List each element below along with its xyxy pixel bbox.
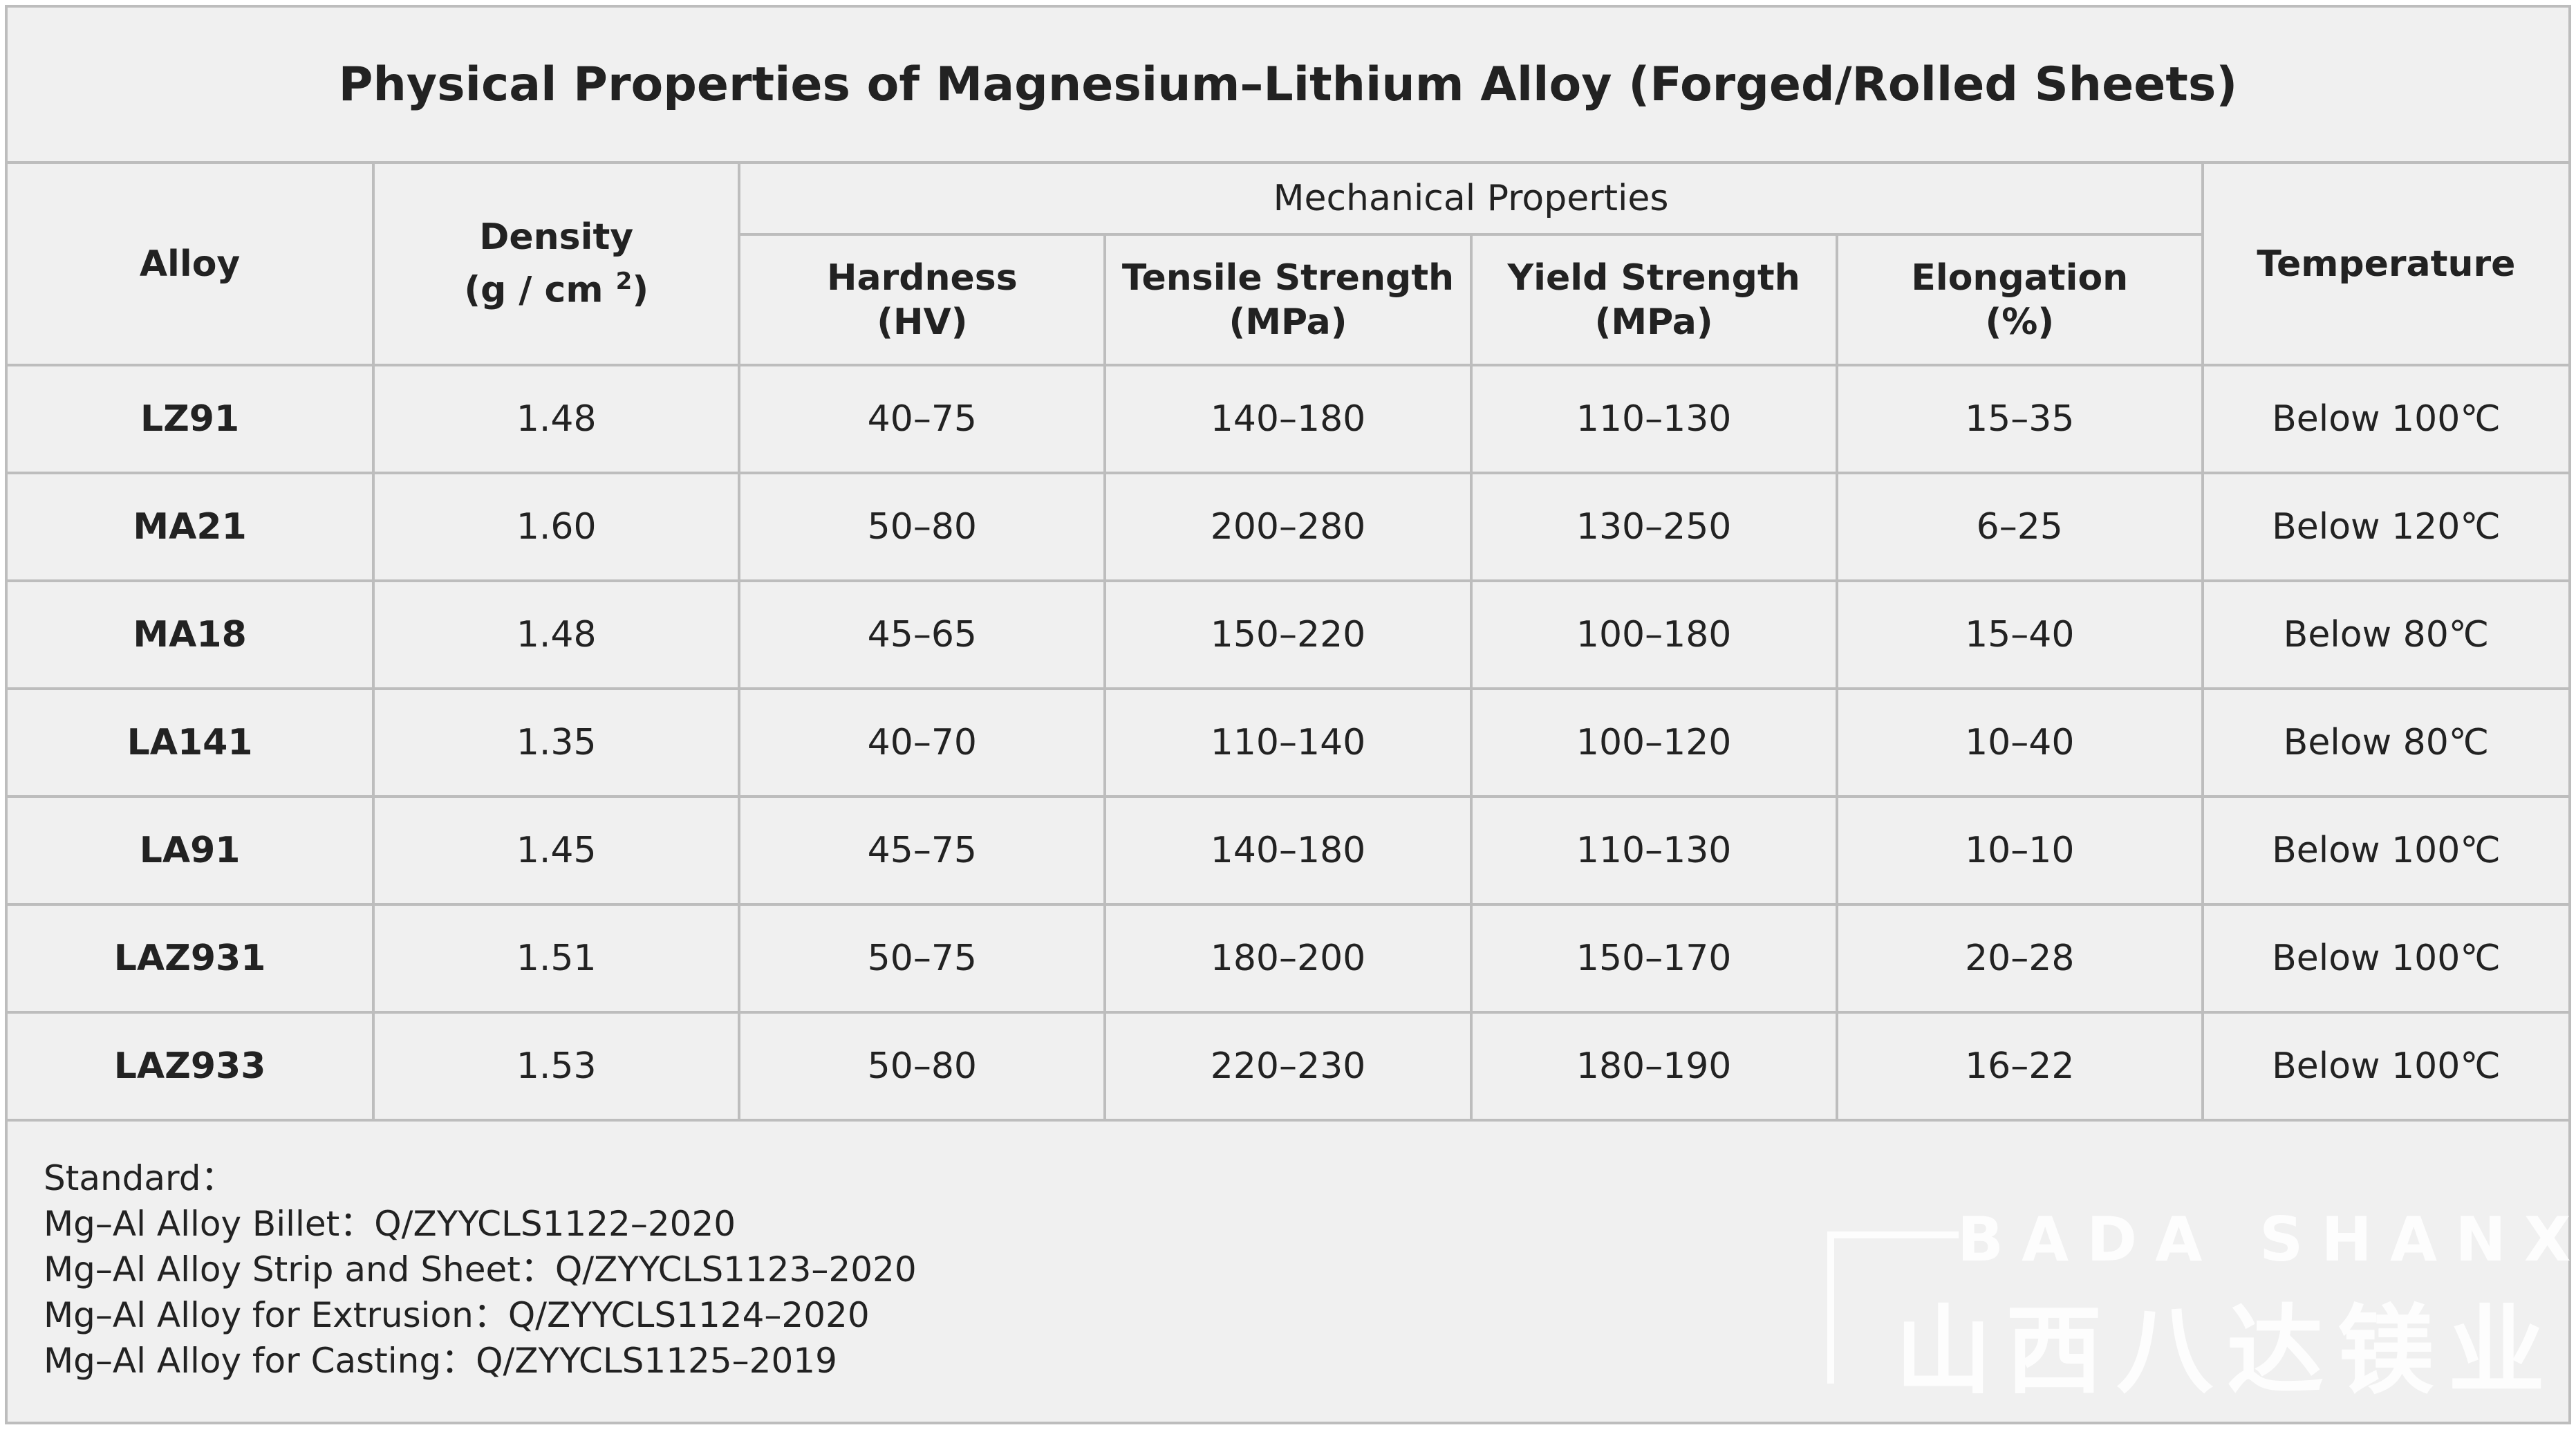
cell: 200–280 xyxy=(1103,472,1473,582)
cell: 15–35 xyxy=(1835,364,2204,474)
cell: 110–130 xyxy=(1469,364,1838,474)
cell: 110–140 xyxy=(1103,687,1473,798)
header-density: Density (g / cm 2) xyxy=(372,161,741,366)
footer-line: Mg–Al Alloy Billet：Q/ZYYCLS1122–2020 xyxy=(44,1204,736,1244)
cell: 10–10 xyxy=(1835,795,2204,906)
density-label: Density xyxy=(479,216,634,259)
data-row: LZ91 1.48 40–75 140–180 110–130 15–35 Below 10… xyxy=(8,364,2568,474)
cell: 220–230 xyxy=(1103,1011,1473,1122)
footer-line: Mg–Al Alloy for Casting：Q/ZYYCLS1125–201… xyxy=(44,1341,837,1381)
header-column: Hardness (HV) xyxy=(739,233,1107,366)
column-name: Hardness xyxy=(827,257,1018,299)
cell: MA18 xyxy=(8,579,375,690)
cell: 50–80 xyxy=(738,1011,1107,1122)
cell: Below 100℃ xyxy=(2201,795,2568,906)
cell: 180–190 xyxy=(1469,1011,1838,1122)
header-mechanical: Mechanical Properties xyxy=(738,161,2204,236)
cell: Below 80℃ xyxy=(2201,579,2568,690)
cell: LA91 xyxy=(8,795,375,906)
header-column: Elongation (%) xyxy=(1835,233,2203,366)
cell: 50–75 xyxy=(738,903,1107,1014)
footer: Standard： Mg–Al Alloy Billet：Q/ZYYCLS1122… xyxy=(44,1155,917,1384)
header-alloy: Alloy xyxy=(8,161,375,366)
cell: Below 100℃ xyxy=(2201,1011,2568,1122)
cell: LAZ933 xyxy=(8,1011,375,1122)
cell: 180–200 xyxy=(1103,903,1473,1014)
cell: 1.53 xyxy=(372,1011,741,1122)
cell: 130–250 xyxy=(1469,472,1838,582)
column-unit: (%) xyxy=(1985,301,2055,343)
cell: 40–75 xyxy=(738,364,1107,474)
cell: 1.48 xyxy=(372,364,741,474)
cell: 20–28 xyxy=(1835,903,2204,1014)
cell: 45–75 xyxy=(738,795,1107,906)
cell: 16–22 xyxy=(1835,1011,2204,1122)
data-row: MA21 1.60 50–80 200–280 130–250 6–25 Below 120… xyxy=(8,472,2568,582)
cell: 1.48 xyxy=(372,579,741,690)
header-temperature: Temperature xyxy=(2201,161,2568,366)
column-name: Yield Strength xyxy=(1507,257,1800,299)
cell: 40–70 xyxy=(738,687,1107,798)
data-row: LAZ931 1.51 50–75 180–200 150–170 20–28 Below … xyxy=(8,903,2568,1014)
title: Physical Properties of Magnesium–Lithium… xyxy=(8,8,2568,164)
properties-table: Physical Properties of Magnesium–Lithium… xyxy=(8,8,2568,1122)
cell: 110–130 xyxy=(1469,795,1838,906)
footer-heading: Standard： xyxy=(44,1158,236,1198)
cell: 100–180 xyxy=(1469,579,1838,690)
cell: LAZ931 xyxy=(8,903,375,1014)
cell: 140–180 xyxy=(1103,364,1473,474)
cell: LZ91 xyxy=(8,364,375,474)
cell: 10–40 xyxy=(1835,687,2204,798)
cell: 1.45 xyxy=(372,795,741,906)
cell: 140–180 xyxy=(1103,795,1473,906)
watermark-latin: BADA SHANXI xyxy=(1957,1204,2576,1275)
cell: 6–25 xyxy=(1835,472,2204,582)
cell: 1.51 xyxy=(372,903,741,1014)
density-unit: (g / cm xyxy=(464,269,604,311)
cell: MA21 xyxy=(8,472,375,582)
density-exp: 2 xyxy=(615,268,633,296)
cell: Below 100℃ xyxy=(2201,364,2568,474)
cell: 50–80 xyxy=(738,472,1107,582)
table-card: Physical Properties of Magnesium–Lithium… xyxy=(5,5,2576,1424)
density-close: ) xyxy=(632,269,649,311)
cell: Below 80℃ xyxy=(2201,687,2568,798)
column-unit: (HV) xyxy=(877,301,968,343)
cell: 45–65 xyxy=(738,579,1107,690)
data-row: MA18 1.48 45–65 150–220 100–180 15–40 Below 80… xyxy=(8,579,2568,690)
cell: 100–120 xyxy=(1469,687,1838,798)
column-unit: (MPa) xyxy=(1229,301,1347,343)
cell: LA141 xyxy=(8,687,375,798)
header-column: Yield Strength (MPa) xyxy=(1469,233,1838,366)
watermark-chinese: 山西八达镁业 xyxy=(1895,1295,2559,1408)
column-name: Tensile Strength xyxy=(1121,257,1455,299)
cell: Below 100℃ xyxy=(2201,903,2568,1014)
cell: 1.35 xyxy=(372,687,741,798)
data-row: LA91 1.45 45–75 140–180 110–130 10–10 Below 10… xyxy=(8,795,2568,906)
column-unit: (MPa) xyxy=(1594,301,1713,343)
footer-line: Mg–Al Alloy for Extrusion：Q/ZYYCLS1124–2… xyxy=(44,1295,870,1335)
cell: Below 120℃ xyxy=(2201,472,2568,582)
data-row: LAZ933 1.53 50–80 220–230 180–190 16–22 Below … xyxy=(8,1011,2568,1122)
watermark-bracket xyxy=(1827,1231,1959,1384)
header-column: Tensile Strength (MPa) xyxy=(1103,233,1473,366)
footer-line: Mg–Al Alloy Strip and Sheet：Q/ZYYCLS1123… xyxy=(44,1249,917,1290)
data-row: LA141 1.35 40–70 110–140 100–120 10–40 Below 8… xyxy=(8,687,2568,798)
cell: 150–220 xyxy=(1103,579,1473,690)
cell: 15–40 xyxy=(1835,579,2204,690)
cell: 150–170 xyxy=(1469,903,1838,1014)
column-name: Elongation xyxy=(1911,257,2129,299)
cell: 1.60 xyxy=(372,472,741,582)
